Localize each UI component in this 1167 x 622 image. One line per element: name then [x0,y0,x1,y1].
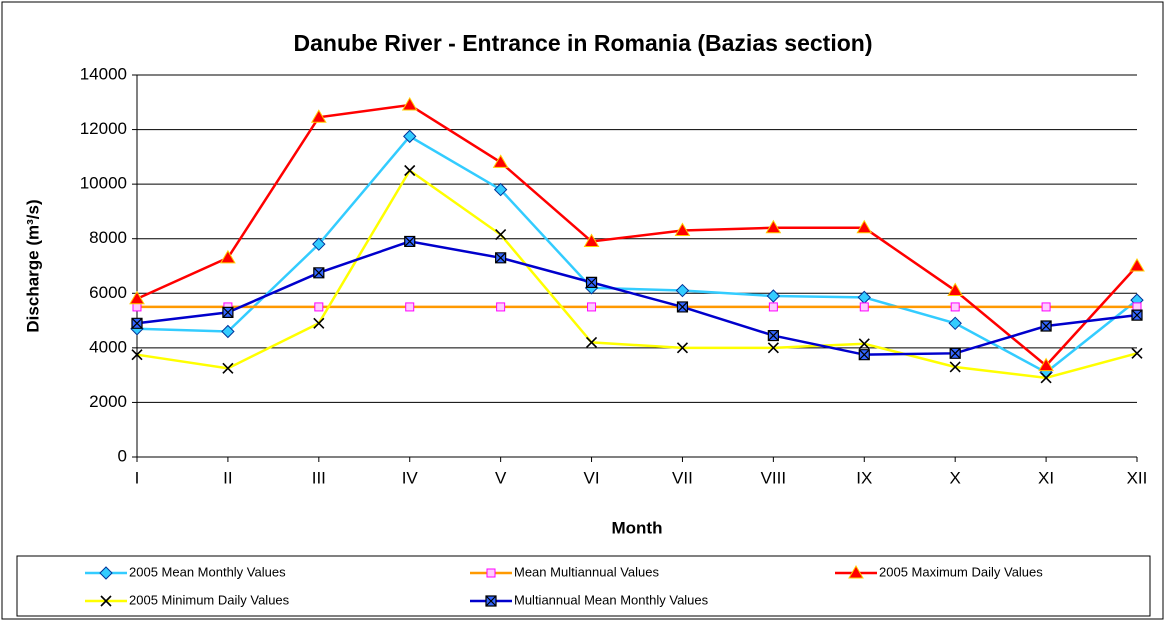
y-axis-label: Discharge (m³/s) [23,199,42,332]
legend-label: Multiannual Mean Monthly Values [514,592,709,607]
point-marker [767,342,779,354]
point-marker [495,229,507,241]
point-marker [767,329,779,342]
point-marker [404,164,416,177]
point-marker [948,316,962,331]
point-marker [222,362,234,374]
series-line [136,168,1138,380]
series-line [136,240,1138,356]
point-marker [949,361,961,373]
legend-marker [848,565,864,579]
point-marker [858,338,870,350]
point-marker [496,302,506,312]
point-marker [947,282,964,297]
x-tick-label: XI [1038,468,1054,487]
point-marker [221,324,235,339]
x-tick-label: II [223,468,232,487]
legend-label: Mean Multiannual Values [514,564,660,579]
point-marker [131,349,143,361]
y-tick-label: 6000 [89,283,127,302]
point-marker [587,302,597,312]
point-marker [403,129,417,144]
point-marker [131,317,143,329]
legend-marker [99,566,113,580]
x-tick-label: I [135,468,140,487]
point-marker [676,301,689,313]
point-marker [856,219,873,234]
point-marker [674,222,691,237]
point-marker [585,276,598,288]
point-marker [676,342,689,354]
point-marker [583,233,600,247]
y-tick-label: 12000 [80,119,127,138]
point-marker [310,109,327,123]
legend-label: 2005 Maximum Daily Values [879,564,1043,579]
x-tick-label: V [495,468,507,487]
y-tick-label: 2000 [89,392,127,411]
point-marker [314,302,324,312]
point-marker [1038,357,1054,372]
x-tick-label: IV [402,468,419,487]
point-marker [313,267,325,279]
series-line [136,134,1138,374]
y-tick-label: 4000 [89,337,127,356]
point-marker [1040,320,1052,332]
point-marker [949,347,961,359]
legend-box [16,555,1151,617]
y-tick-label: 10000 [80,174,127,193]
x-axis-label: Month [612,518,663,537]
point-marker [859,302,869,312]
point-marker [1131,309,1143,321]
series-line [136,103,1138,368]
y-tick-label: 14000 [80,64,127,83]
chart-title: Danube River - Entrance in Romania (Bazi… [294,30,873,56]
y-tick-label: 0 [118,446,127,465]
point-marker [405,302,415,312]
point-marker [585,336,598,348]
x-tick-label: VII [672,468,693,487]
point-marker [492,154,509,168]
x-tick-label: X [950,468,961,487]
y-tick-label: 8000 [89,228,127,247]
point-marker [313,317,325,329]
point-marker [1129,258,1145,272]
point-marker [404,235,416,248]
x-tick-label: IX [856,468,872,487]
point-marker [1040,372,1052,384]
point-marker [765,219,782,234]
legend-marker [485,595,497,607]
point-marker [675,283,690,298]
legend-marker [486,568,496,578]
x-tick-label: VIII [761,468,787,487]
point-marker [766,289,781,303]
point-marker [858,349,870,361]
point-marker [950,302,960,312]
point-marker [493,182,508,197]
point-marker [768,302,778,312]
point-marker [220,249,236,264]
x-tick-label: XII [1127,468,1148,487]
legend-label: 2005 Mean Monthly Values [129,564,286,579]
point-marker [1131,347,1143,359]
point-marker [129,290,145,305]
point-marker [222,306,234,318]
point-marker [312,237,326,251]
point-marker [401,97,418,111]
x-tick-label: III [312,468,326,487]
point-marker [1041,302,1051,312]
legend-label: 2005 Minimum Daily Values [129,592,290,607]
legend-marker [100,595,112,607]
x-tick-label: VI [584,468,600,487]
point-marker [495,252,507,264]
